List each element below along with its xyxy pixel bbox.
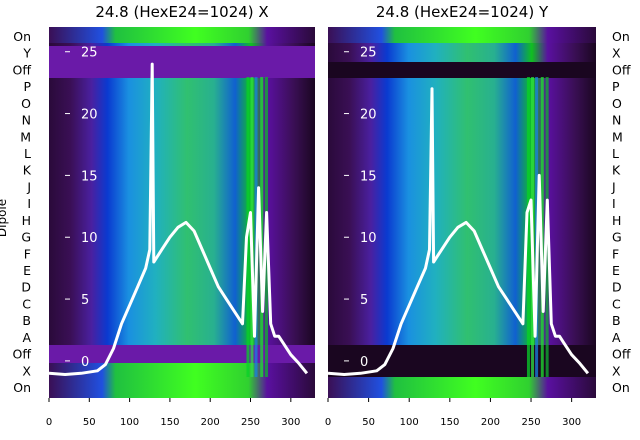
right-heatmap (328, 27, 596, 398)
right-heatmap-bg (328, 27, 596, 398)
right-dipole-label: P (612, 79, 620, 94)
right-dipole-label: On (612, 380, 630, 395)
right-x-tick-label: 250 (521, 417, 540, 428)
right-y-tick-label: 5 (360, 293, 368, 308)
left-dipole-label: P (23, 79, 31, 94)
right-dipole-label: D (612, 280, 622, 295)
right-y-tick-label: 10 (360, 231, 377, 246)
right-dipole-label: On (612, 29, 630, 44)
right-stripe-0 (526, 77, 530, 377)
right-x-tick-label: 300 (562, 417, 581, 428)
right-dipole-label: C (612, 296, 621, 311)
left-chart-title: 24.8 (HexE24=1024) X (95, 3, 268, 21)
y-axis-label: Dipole (0, 199, 9, 237)
right-series-line (328, 87, 590, 376)
left-dipole-label: X (22, 363, 31, 378)
left-y-tick-label: 15 (81, 169, 98, 184)
right-dipole-label: Off (612, 347, 631, 362)
right-y-tick-label: 0 (360, 355, 368, 370)
right-dipole-label: F (612, 246, 619, 261)
left-heatmap (49, 27, 315, 398)
right-dipole-label: O (612, 96, 622, 111)
right-dipole-label: N (612, 113, 621, 128)
left-x-tick-label: 100 (120, 417, 139, 428)
right-x-ticks: 0 50 100 150 200 250 300 (325, 398, 581, 428)
right-band-top-off (328, 62, 596, 78)
right-chart-title: 24.8 (HexE24=1024) Y (376, 3, 549, 21)
left-heatmap-bg (49, 27, 315, 398)
left-dipole-label: I (27, 196, 31, 211)
right-dipole-label: B (612, 313, 621, 328)
right-dipole-label: I (612, 196, 616, 211)
left-dipole-label: G (21, 230, 31, 245)
left-x-tick-label: 50 (83, 417, 96, 428)
right-band-top-on (328, 27, 596, 43)
right-dipole-label: Off (612, 62, 631, 77)
right-dipole-label: A (612, 330, 621, 345)
left-dipole-label: K (23, 163, 32, 178)
left-dipole-label: N (22, 113, 31, 128)
right-x-tick-label: 200 (481, 417, 500, 428)
left-x-tick-label: 150 (160, 417, 179, 428)
left-dipole-label: Off (13, 347, 32, 362)
left-x-tick-label: 250 (241, 417, 260, 428)
left-dipole-label: E (23, 263, 31, 278)
right-dipole-label: J (611, 179, 616, 194)
right-y-ticks: 0 5 10 15 20 25 (344, 46, 377, 370)
left-dipole-label: D (21, 280, 31, 295)
right-dipole-label: H (612, 213, 621, 228)
right-stripe-3 (540, 77, 544, 377)
right-dipole-label: X (612, 363, 621, 378)
right-dipole-label: L (612, 146, 619, 161)
right-y-tick-label: 20 (360, 108, 377, 123)
right-y-tick-label: 25 (360, 46, 377, 61)
left-dipole-label: A (22, 330, 31, 345)
right-x-tick-label: 150 (440, 417, 459, 428)
left-dipole-label: M (20, 129, 31, 144)
left-y-tick-label: 5 (81, 293, 89, 308)
left-x-tick-label: 200 (201, 417, 220, 428)
right-dipole-label: X (612, 46, 621, 61)
right-x-tick-label: 100 (400, 417, 419, 428)
right-x-tick-label: 50 (362, 417, 375, 428)
left-dipole-label: L (24, 146, 31, 161)
left-dipole-label: O (21, 96, 31, 111)
left-stripe-3 (260, 77, 264, 377)
right-y-tick-label: 15 (360, 169, 377, 184)
right-band-bottom-on (328, 377, 596, 398)
left-band-top-off (49, 46, 315, 78)
left-dipole-label: On (13, 29, 31, 44)
left-y-ticks: 0 5 10 15 20 25 (65, 46, 98, 370)
right-dipole-label: E (612, 263, 620, 278)
left-band-bottom-on (49, 363, 315, 398)
left-dipole-label: F (24, 246, 31, 261)
left-band-top-on (49, 27, 315, 43)
left-dipole-label: J (26, 179, 31, 194)
left-y-tick-label: 10 (81, 231, 98, 246)
left-dipole-label: B (22, 313, 31, 328)
left-dipole-label: Off (13, 62, 32, 77)
left-y-tick-label: 0 (81, 355, 89, 370)
left-dipole-label: C (22, 296, 31, 311)
left-y-tick-label: 20 (81, 108, 98, 123)
left-y-tick-label: 25 (81, 46, 98, 61)
left-dipole-label: On (13, 380, 31, 395)
right-dipole-label: K (612, 163, 621, 178)
left-dipole-label: Y (22, 46, 31, 61)
left-x-ticks: 0 50 100 150 200 250 300 (46, 398, 300, 428)
left-x-tick-label: 0 (46, 417, 52, 428)
left-x-tick-label: 300 (281, 417, 300, 428)
left-series-line (49, 62, 309, 376)
right-x-tick-label: 0 (325, 417, 331, 428)
right-dipole-label: G (612, 230, 622, 245)
left-dipole-label: H (22, 213, 31, 228)
right-dipole-label: M (612, 129, 623, 144)
